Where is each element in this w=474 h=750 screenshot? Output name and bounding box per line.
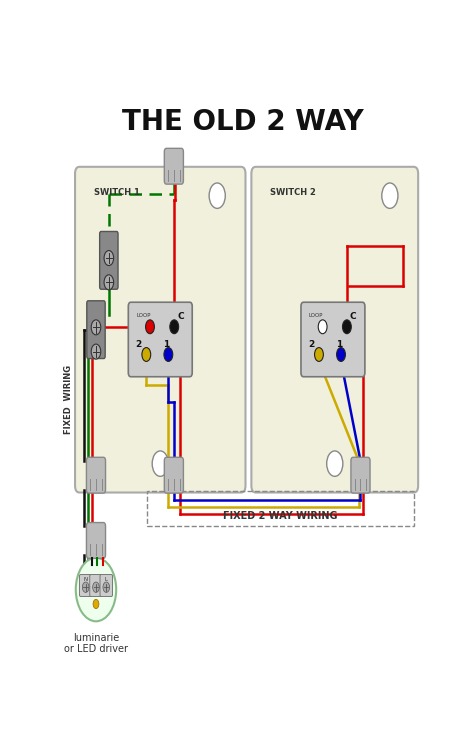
FancyBboxPatch shape	[301, 302, 365, 376]
FancyBboxPatch shape	[75, 166, 246, 493]
Text: SWITCH 1: SWITCH 1	[94, 188, 140, 197]
Circle shape	[82, 582, 89, 592]
FancyBboxPatch shape	[86, 523, 106, 558]
FancyBboxPatch shape	[90, 574, 102, 596]
Text: FIXED 2 WAY WIRING: FIXED 2 WAY WIRING	[223, 511, 338, 520]
Text: SWITCH 2: SWITCH 2	[271, 188, 316, 197]
FancyBboxPatch shape	[100, 232, 118, 290]
Circle shape	[104, 251, 114, 266]
Circle shape	[327, 451, 343, 476]
Text: 2: 2	[135, 340, 142, 349]
Text: L: L	[105, 577, 108, 582]
Text: THE OLD 2 WAY: THE OLD 2 WAY	[122, 108, 364, 136]
Text: C: C	[350, 312, 356, 321]
Text: LOOP: LOOP	[309, 314, 323, 318]
Circle shape	[170, 320, 179, 334]
Circle shape	[76, 558, 116, 621]
Text: 2: 2	[308, 340, 314, 349]
Circle shape	[104, 274, 114, 290]
Text: C: C	[177, 312, 184, 321]
Text: N: N	[83, 577, 88, 582]
Circle shape	[209, 183, 225, 209]
Text: luminarie
or LED driver: luminarie or LED driver	[64, 633, 128, 655]
Circle shape	[91, 320, 101, 334]
FancyBboxPatch shape	[351, 458, 370, 493]
FancyBboxPatch shape	[164, 148, 183, 184]
FancyBboxPatch shape	[164, 458, 183, 493]
FancyBboxPatch shape	[86, 458, 106, 493]
Text: 1: 1	[336, 340, 342, 349]
FancyBboxPatch shape	[128, 302, 192, 376]
FancyBboxPatch shape	[100, 574, 112, 596]
FancyBboxPatch shape	[87, 301, 105, 358]
Text: FIXED  WIRING: FIXED WIRING	[64, 364, 73, 434]
Circle shape	[382, 183, 398, 209]
Text: 1: 1	[163, 340, 170, 349]
Circle shape	[93, 599, 99, 608]
Circle shape	[146, 320, 155, 334]
Text: LOOP: LOOP	[136, 314, 151, 318]
FancyBboxPatch shape	[251, 166, 418, 493]
Circle shape	[91, 344, 101, 359]
Circle shape	[318, 320, 327, 334]
Circle shape	[164, 347, 173, 362]
Circle shape	[152, 451, 168, 476]
Circle shape	[93, 582, 99, 592]
Circle shape	[103, 582, 109, 592]
Circle shape	[315, 347, 323, 362]
Circle shape	[337, 347, 346, 362]
Circle shape	[343, 320, 351, 334]
FancyBboxPatch shape	[80, 574, 92, 596]
Circle shape	[142, 347, 151, 362]
